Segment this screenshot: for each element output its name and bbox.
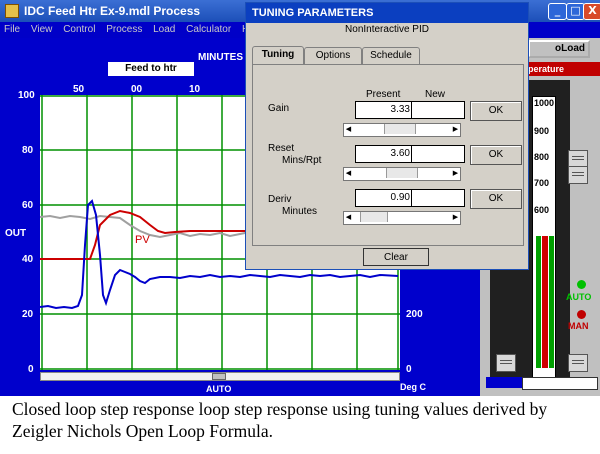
reset-units: Mins/Rpt [282,155,322,166]
reset-label: Reset [268,143,295,154]
reset-new-field[interactable] [411,145,465,163]
tab-tuning[interactable]: Tuning [252,46,304,65]
right-axis-tick: 0 [406,364,412,375]
time-unit-label: MINUTES [198,52,243,63]
man-led-icon [577,310,586,319]
scale-value: 700 [534,178,550,188]
scroll-left-icon[interactable]: ◀ [345,213,352,221]
scale-value: 800 [534,152,550,162]
present-column-header: Present [366,89,401,100]
deriv-units: Minutes [282,206,318,217]
man-label[interactable]: MAN [568,321,589,331]
mode-label-bottom: AUTO [206,384,232,394]
out-label: OUT [5,228,27,239]
pv-bar [536,236,541,368]
deriv-new-field[interactable] [411,189,465,207]
left-axis-tick: 20 [22,309,34,320]
gain-slider[interactable]: ◀ ▶ [343,123,461,137]
deriv-slider[interactable]: ◀ ▶ [343,211,461,225]
sp-bar [542,236,548,368]
menu-load[interactable]: Load [153,24,176,35]
menu-process[interactable]: Process [106,24,143,35]
menu-control[interactable]: Control [63,24,96,35]
scroll-left-icon[interactable]: ◀ [345,125,352,133]
scale-value: 600 [534,205,550,215]
units-label: Deg C [400,382,427,392]
scale-value: 900 [534,126,550,136]
reset-present-field: 3.60 [355,145,415,163]
auto-label[interactable]: AUTO [566,292,592,302]
gain-present-field: 3.33 [355,101,415,119]
menu-file[interactable]: File [4,24,21,35]
reset-slider[interactable]: ◀ ▶ [343,167,461,181]
trend-scroll-thumb[interactable] [212,373,226,380]
output-bar-track [522,377,598,390]
right-axis-tick: 200 [406,309,423,320]
out-trace [39,199,399,310]
deriv-label: Deriv [268,194,292,205]
scroll-right-icon[interactable]: ▶ [452,169,459,177]
deriv-ok-button[interactable]: OK [470,189,522,209]
scroll-right-icon[interactable]: ▶ [452,213,459,221]
menu-view[interactable]: View [30,24,53,35]
close-button[interactable]: X [583,3,600,20]
dialog-title[interactable]: TUNING PARAMETERS [246,3,528,23]
left-axis-tick: 40 [22,254,34,265]
caption-area [0,396,600,454]
menu-calculator[interactable]: Calculator [186,24,232,35]
new-column-header: New [425,89,446,100]
gain-slider-thumb[interactable] [384,124,416,134]
main-window-title: IDC Feed Htr Ex-9.mdl Process [24,4,201,18]
left-axis-tick: 0 [28,364,34,375]
tab-schedule[interactable]: Schedule [362,47,420,64]
trend-tag-label: Feed to htr [108,62,194,76]
time-tick: 10 [189,84,201,95]
dialog-subtitle: NonInteractive PID [345,24,429,35]
clear-button[interactable]: Clear [363,248,429,266]
deriv-slider-thumb[interactable] [360,212,388,222]
gain-ok-button[interactable]: OK [470,101,522,121]
left-axis-tick: 60 [22,200,34,211]
faceplate-button[interactable] [568,166,588,184]
deriv-present-field: 0.90 [355,189,415,207]
time-tick: 00 [131,84,143,95]
scroll-right-icon[interactable]: ▶ [452,125,459,133]
load-button[interactable]: oLoad [528,40,590,58]
raise-button[interactable] [568,354,588,372]
minimize-button[interactable]: _ [548,3,567,20]
left-axis-tick: 100 [18,90,35,101]
scroll-left-icon[interactable]: ◀ [345,169,352,177]
lower-button[interactable] [496,354,516,372]
output-bar [486,377,522,388]
left-axis-tick: 80 [22,145,34,156]
caption-text: Closed loop step response loop step resp… [12,399,548,441]
tab-options[interactable]: Options [304,47,362,64]
out-bar [549,236,554,368]
temperature-strip: perature [528,62,600,76]
auto-led-icon [577,280,586,289]
time-tick: 50 [73,84,85,95]
reset-slider-thumb[interactable] [386,168,418,178]
app-icon [5,4,19,18]
scale-value: 1000 [534,98,555,108]
pv-label: PV [135,234,150,246]
gain-label: Gain [268,103,290,114]
gain-new-field[interactable] [411,101,465,119]
reset-ok-button[interactable]: OK [470,145,522,165]
